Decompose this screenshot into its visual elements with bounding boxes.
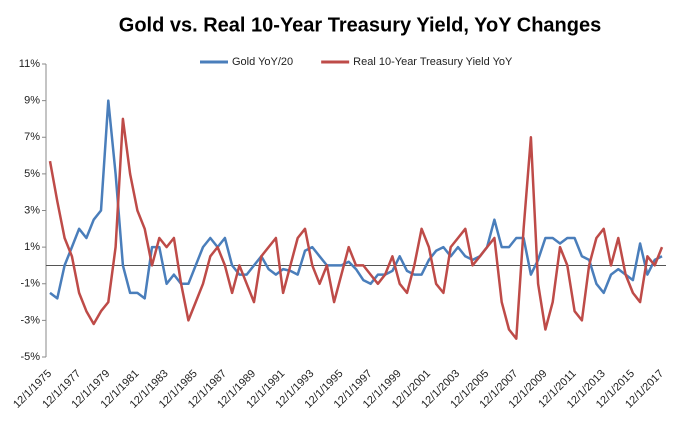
- legend-label: Gold YoY/20: [232, 56, 293, 68]
- y-tick-label: 9%: [24, 95, 40, 107]
- chart-title: Gold vs. Real 10-Year Treasury Yield, Yo…: [119, 14, 601, 36]
- y-tick-label: 1%: [24, 241, 40, 253]
- series-line: [48, 117, 664, 340]
- series-line: [49, 99, 663, 300]
- y-tick-label: -1%: [20, 278, 40, 290]
- y-tick-label: 5%: [24, 168, 40, 180]
- y-tick-label: 3%: [24, 204, 40, 216]
- y-tick-label: -5%: [20, 351, 40, 363]
- y-tick-label: 7%: [24, 131, 40, 143]
- y-tick-label: 11%: [19, 58, 40, 70]
- legend-label: Real 10-Year Treasury Yield YoY: [353, 56, 513, 68]
- y-tick-label: -3%: [20, 314, 40, 326]
